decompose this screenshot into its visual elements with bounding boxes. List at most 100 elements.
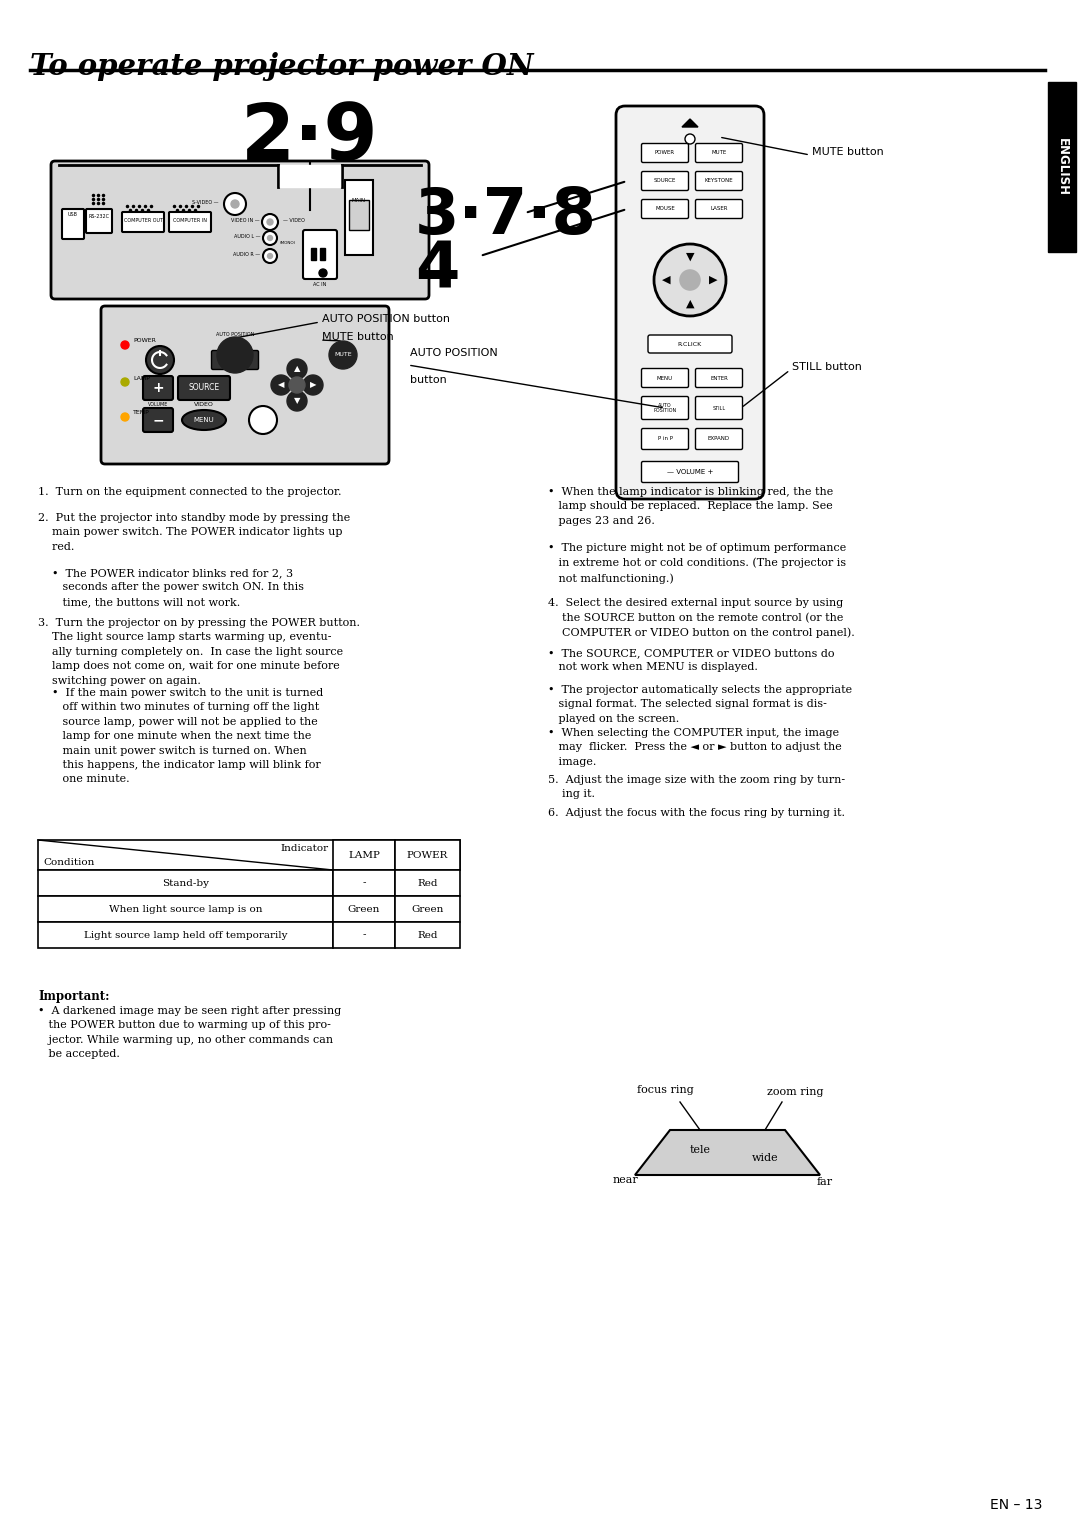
- Text: -: -: [362, 931, 366, 940]
- Text: MOUSE: MOUSE: [656, 206, 675, 211]
- Text: focus ring: focus ring: [636, 1085, 693, 1096]
- Text: MENU: MENU: [193, 417, 214, 423]
- Text: 2·9: 2·9: [241, 99, 379, 176]
- Text: near: near: [612, 1175, 638, 1186]
- Bar: [345, 180, 373, 255]
- FancyBboxPatch shape: [178, 376, 230, 400]
- Circle shape: [268, 235, 272, 240]
- Circle shape: [264, 249, 276, 263]
- Text: EN – 13: EN – 13: [989, 1497, 1042, 1513]
- Text: (MONO): (MONO): [280, 241, 296, 244]
- Text: POWER: POWER: [133, 339, 156, 344]
- Circle shape: [268, 254, 272, 258]
- Text: +: +: [152, 380, 164, 396]
- Bar: [333, 840, 395, 869]
- Circle shape: [121, 377, 129, 387]
- Text: Light source lamp held off temporarily: Light source lamp held off temporarily: [84, 931, 287, 940]
- FancyBboxPatch shape: [642, 368, 689, 388]
- Circle shape: [654, 244, 726, 316]
- Bar: [38, 921, 333, 947]
- FancyBboxPatch shape: [168, 212, 211, 232]
- Circle shape: [289, 377, 305, 393]
- Text: MUTE button: MUTE button: [322, 332, 394, 342]
- Text: wide: wide: [752, 1154, 779, 1163]
- Text: AUDIO L —: AUDIO L —: [233, 234, 260, 240]
- Text: ◀: ◀: [662, 275, 671, 286]
- Text: MUTE: MUTE: [334, 353, 352, 358]
- Text: zoom ring: zoom ring: [767, 1086, 823, 1097]
- Text: ▶: ▶: [310, 380, 316, 390]
- Text: AC IN: AC IN: [313, 283, 326, 287]
- FancyBboxPatch shape: [212, 350, 258, 370]
- Text: Red: Red: [417, 879, 437, 888]
- Text: 2.  Put the projector into standby mode by pressing the
    main power switch. T: 2. Put the projector into standby mode b…: [38, 513, 350, 552]
- Text: — VIDEO: — VIDEO: [283, 219, 305, 223]
- Circle shape: [121, 413, 129, 422]
- Bar: [38, 840, 460, 869]
- Text: ▼: ▼: [686, 252, 694, 261]
- FancyBboxPatch shape: [616, 105, 764, 500]
- Text: SOURCE: SOURCE: [653, 179, 676, 183]
- Text: •  When the lamp indicator is blinking red, the the
   lamp should be replaced. : • When the lamp indicator is blinking re…: [548, 487, 834, 526]
- Bar: [38, 895, 333, 921]
- Text: 6.  Adjust the focus with the focus ring by turning it.: 6. Adjust the focus with the focus ring …: [548, 808, 845, 817]
- Text: EXPAND: EXPAND: [707, 437, 730, 442]
- FancyBboxPatch shape: [696, 428, 743, 449]
- Text: •  The SOURCE, COMPUTER or VIDEO buttons do
   not work when MENU is displayed.: • The SOURCE, COMPUTER or VIDEO buttons …: [548, 648, 835, 672]
- Text: SOURCE: SOURCE: [188, 384, 219, 393]
- Text: ◀: ◀: [278, 380, 284, 390]
- Text: ENTER: ENTER: [710, 376, 728, 380]
- FancyBboxPatch shape: [51, 160, 429, 299]
- Circle shape: [231, 200, 239, 208]
- Text: LAMP: LAMP: [133, 376, 150, 380]
- Text: Condition: Condition: [43, 859, 94, 866]
- Circle shape: [329, 341, 357, 368]
- Text: •  The projector automatically selects the appropriate
   signal format. The sel: • The projector automatically selects th…: [548, 685, 852, 724]
- Text: tele: tele: [689, 1144, 711, 1155]
- Circle shape: [217, 338, 253, 373]
- Text: Important:: Important:: [38, 990, 109, 1002]
- Text: 4.  Select the desired external input source by using
    the SOURCE button on t: 4. Select the desired external input sou…: [548, 597, 854, 639]
- Text: 4: 4: [415, 240, 459, 303]
- FancyBboxPatch shape: [696, 368, 743, 388]
- Bar: [333, 921, 395, 947]
- Text: ▲: ▲: [294, 365, 300, 373]
- Text: •  A darkened image may be seen right after pressing
   the POWER button due to : • A darkened image may be seen right aft…: [38, 1005, 341, 1059]
- Text: MAIN: MAIN: [352, 197, 366, 203]
- Text: 5.  Adjust the image size with the zoom ring by turn-
    ing it.: 5. Adjust the image size with the zoom r…: [548, 775, 846, 799]
- FancyBboxPatch shape: [642, 396, 689, 420]
- FancyBboxPatch shape: [642, 200, 689, 219]
- Text: Stand-by: Stand-by: [162, 879, 210, 888]
- Text: VIDEO: VIDEO: [194, 402, 214, 408]
- Text: 3.  Turn the projector on by pressing the POWER button.
    The light source lam: 3. Turn the projector on by pressing the…: [38, 617, 360, 686]
- Text: COMPUTER OUT: COMPUTER OUT: [123, 217, 162, 223]
- Text: MUTE: MUTE: [712, 150, 727, 156]
- Text: far: far: [816, 1177, 833, 1187]
- Text: COMPUTER: COMPUTER: [217, 358, 253, 362]
- FancyBboxPatch shape: [143, 376, 173, 400]
- Ellipse shape: [183, 410, 226, 429]
- Text: KEYSTONE: KEYSTONE: [704, 179, 733, 183]
- Circle shape: [287, 391, 307, 411]
- Text: •  The picture might not be of optimum performance
   in extreme hot or cold con: • The picture might not be of optimum pe…: [548, 542, 847, 584]
- Text: When light source lamp is on: When light source lamp is on: [109, 905, 262, 914]
- Text: •  If the main power switch to the unit is turned
   off within two minutes of t: • If the main power switch to the unit i…: [52, 688, 323, 784]
- FancyBboxPatch shape: [642, 144, 689, 162]
- FancyBboxPatch shape: [648, 335, 732, 353]
- Circle shape: [249, 406, 276, 434]
- FancyBboxPatch shape: [696, 144, 743, 162]
- Text: 3·7·8: 3·7·8: [415, 185, 597, 248]
- Text: LASER: LASER: [711, 206, 728, 211]
- Circle shape: [262, 214, 278, 231]
- Polygon shape: [681, 119, 698, 127]
- Bar: [38, 869, 333, 895]
- Text: STILL: STILL: [713, 405, 726, 411]
- Text: COMPUTER IN: COMPUTER IN: [173, 217, 207, 223]
- Text: VOLUME: VOLUME: [148, 402, 168, 408]
- Text: Green: Green: [348, 905, 380, 914]
- Text: AUTO POSITION button: AUTO POSITION button: [322, 313, 450, 324]
- Bar: [395, 869, 460, 895]
- Text: Red: Red: [417, 931, 437, 940]
- Circle shape: [685, 134, 696, 144]
- Text: — VOLUME +: — VOLUME +: [666, 469, 713, 475]
